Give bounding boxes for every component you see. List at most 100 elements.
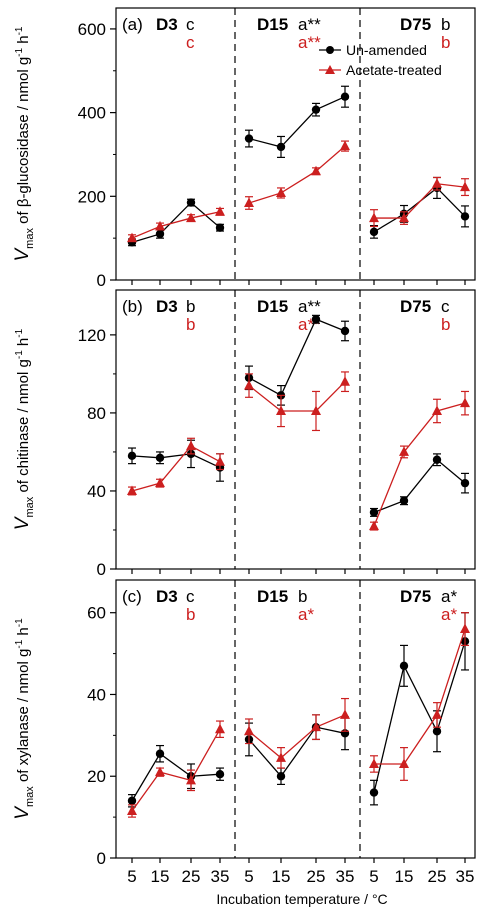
panel-label: (b) — [122, 297, 143, 316]
un-amended-point — [276, 772, 286, 781]
un-amended-point — [399, 496, 409, 505]
x-axis-title: Incubation temperature / °C — [216, 891, 387, 907]
acetate-treated-line — [248, 714, 346, 759]
acetate-treated-point — [432, 405, 442, 415]
acetate-treated-point — [369, 758, 379, 768]
un-amended-point — [155, 229, 165, 239]
significance-un-amended: c — [186, 587, 195, 606]
significance-un-amended: c — [186, 15, 195, 34]
y-tick-label: 400 — [78, 104, 106, 123]
x-tick-label: 25 — [307, 867, 326, 886]
acetate-treated-point — [244, 197, 254, 208]
acetate-treated-point — [340, 140, 350, 151]
group-D3: D3 cb — [127, 587, 225, 818]
un-amended-point — [311, 105, 321, 114]
un-amended-point — [215, 223, 225, 232]
acetate-treated-point — [276, 752, 286, 762]
acetate-treated-point — [369, 212, 379, 223]
acetate-treated-point — [460, 181, 470, 192]
un-amended-point — [399, 661, 409, 671]
acetate-treated-point — [399, 212, 409, 223]
legend-label-un-amended: Un-amended — [346, 42, 427, 58]
group-D75: D75 bb — [369, 15, 470, 239]
significance-un-amended: a** — [298, 15, 321, 34]
un-amended-line — [131, 752, 221, 802]
acetate-treated-point — [186, 440, 196, 451]
acetate-treated-point — [311, 721, 321, 732]
acetate-treated-line — [131, 211, 221, 239]
acetate-treated-point — [432, 709, 442, 719]
acetate-treated-line — [374, 628, 466, 765]
significance-un-amended: b — [186, 297, 195, 316]
acetate-treated-line — [131, 445, 221, 492]
x-tick-label: 35 — [456, 867, 475, 886]
y-tick-label: 0 — [97, 560, 106, 579]
group-label: D15 — [257, 297, 288, 316]
legend: Un-amended Acetate-treated — [319, 42, 442, 78]
group-label: D3 — [156, 15, 178, 34]
y-tick-label: 600 — [78, 20, 106, 39]
x-tick-label: 5 — [127, 867, 136, 886]
acetate-treated-point — [127, 805, 137, 815]
acetate-treated-point — [244, 725, 254, 736]
x-tick-label: 5 — [244, 867, 253, 886]
acetate-treated-point — [276, 187, 286, 197]
x-tick-label: 25 — [428, 867, 447, 886]
un-amended-point — [244, 134, 254, 143]
group-D3: D3 bb — [127, 297, 225, 496]
un-amended-point — [311, 315, 321, 324]
un-amended-point — [369, 508, 379, 517]
acetate-treated-point — [311, 405, 321, 415]
group-D15: D15 ba* — [244, 587, 350, 786]
y-tick-label: 40 — [87, 685, 106, 704]
un-amended-point — [369, 227, 379, 237]
significance-un-amended: b — [298, 587, 307, 606]
panel-frame — [115, 7, 476, 281]
y-axis-label: Vmax of xylanase / nmol g-1 h-1 — [12, 618, 36, 820]
significance-un-amended: a* — [441, 587, 457, 606]
panel-c: 0 20 40 60 5 15 25 35 5 15 25 35 5 15 25 35 Vmax of xyla… — [12, 579, 476, 886]
un-amended-line — [248, 726, 346, 778]
un-amended-point — [460, 478, 470, 488]
acetate-treated-point — [215, 456, 225, 466]
acetate-treated-line — [373, 402, 466, 527]
un-amended-point — [155, 453, 165, 462]
legend-marker-circle — [326, 46, 334, 54]
y-tick-label: 80 — [87, 404, 106, 423]
significance-acetate-treated: b — [441, 315, 450, 334]
group-D15: D15 a**a** — [244, 15, 350, 210]
acetate-treated-point — [340, 709, 350, 719]
acetate-treated-point — [460, 397, 470, 408]
un-amended-point — [340, 326, 350, 336]
acetate-treated-line — [248, 145, 346, 204]
un-amended-line — [373, 458, 466, 514]
acetate-treated-line — [374, 183, 466, 219]
y-tick-label: 0 — [97, 271, 106, 290]
group-label: D75 — [400, 587, 431, 606]
group-label: D75 — [400, 297, 431, 316]
un-amended-point — [432, 727, 442, 736]
acetate-treated-point — [215, 723, 225, 734]
group-label: D3 — [156, 587, 178, 606]
group-label: D3 — [156, 297, 178, 316]
significance-acetate-treated: c — [186, 33, 195, 52]
group-D3: D3 cc — [127, 15, 225, 247]
acetate-treated-line — [131, 728, 221, 812]
significance-acetate-treated: a* — [298, 605, 314, 624]
un-amended-point — [215, 769, 225, 779]
group-D75: D75 a*a* — [369, 587, 470, 806]
acetate-treated-point — [311, 165, 321, 176]
group-D75: D75 cb — [369, 297, 470, 531]
acetate-treated-point — [155, 220, 165, 231]
legend-label-acetate-treated: Acetate-treated — [346, 62, 442, 78]
y-tick-label: 40 — [87, 482, 106, 501]
y-tick-label: 20 — [87, 767, 106, 786]
significance-acetate-treated: b — [186, 315, 195, 334]
acetate-treated-point — [155, 477, 165, 488]
un-amended-point — [127, 451, 137, 461]
x-tick-label: 15 — [395, 867, 414, 886]
un-amended-point — [155, 749, 165, 758]
group-label: D15 — [257, 587, 288, 606]
x-tick-label: 15 — [151, 867, 170, 886]
